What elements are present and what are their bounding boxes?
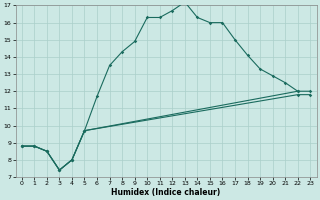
X-axis label: Humidex (Indice chaleur): Humidex (Indice chaleur) (111, 188, 221, 197)
